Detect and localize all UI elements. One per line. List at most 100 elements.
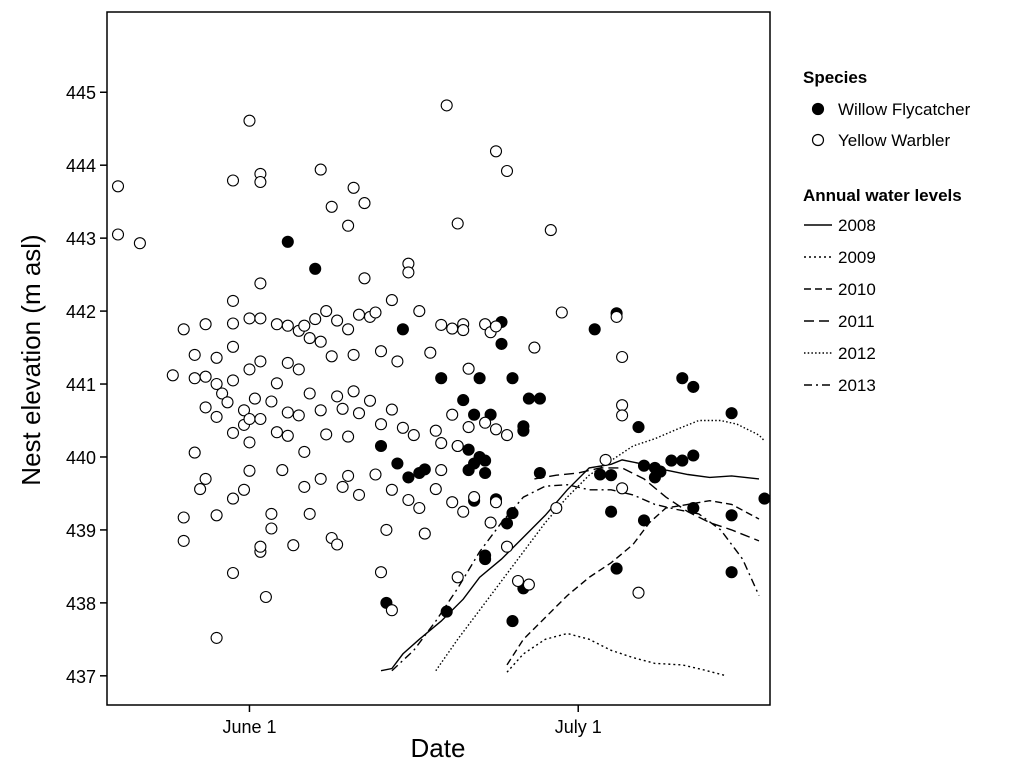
willow-flycatcher-point <box>440 605 453 618</box>
legend-yellow-warbler-label: Yellow Warbler <box>838 131 950 150</box>
yellow-warbler-point <box>199 370 212 383</box>
legend-yellow-warbler-marker <box>811 133 825 147</box>
legend-species-title: Species <box>803 68 867 87</box>
willow-flycatcher-point <box>533 466 546 480</box>
yellow-warbler-point <box>462 421 475 434</box>
willow-flycatcher-point <box>665 454 678 467</box>
yellow-warbler-point <box>457 324 470 337</box>
yellow-warbler-point <box>281 429 294 442</box>
yellow-warbler-point <box>281 356 294 369</box>
willow-flycatcher-point <box>610 562 623 575</box>
yellow-warbler-point <box>435 318 448 331</box>
yellow-warbler-point <box>550 501 563 515</box>
yellow-warbler-point <box>133 237 146 250</box>
willow-flycatcher-point <box>418 463 431 476</box>
yellow-warbler-point <box>331 390 344 403</box>
yellow-warbler-point <box>446 408 459 421</box>
y-tick-label: 445 <box>66 83 96 103</box>
yellow-warbler-point <box>226 294 240 307</box>
yellow-warbler-point <box>265 522 278 535</box>
yellow-warbler-point <box>451 217 464 230</box>
yellow-warbler-point <box>418 527 431 540</box>
yellow-warbler-point <box>270 318 283 331</box>
yellow-warbler-point <box>265 395 278 408</box>
yellow-warbler-point <box>199 472 212 485</box>
yellow-warbler-point <box>281 319 294 332</box>
willow-flycatcher-point <box>462 464 475 477</box>
yellow-warbler-point <box>210 351 223 364</box>
yellow-warbler-point <box>374 418 388 431</box>
yellow-warbler-point <box>314 404 327 417</box>
y-tick-label: 443 <box>66 229 96 249</box>
willow-flycatcher-point <box>506 372 519 385</box>
yellow-warbler-point <box>243 464 256 477</box>
yellow-warbler-point <box>457 505 470 518</box>
legend-willow-flycatcher-label: Willow Flycatcher <box>838 100 971 119</box>
legend-water-title: Annual water levels <box>803 186 962 205</box>
willow-flycatcher-point <box>676 454 689 467</box>
willow-flycatcher-point <box>281 235 294 248</box>
legend-label-2010: 2010 <box>838 280 876 299</box>
yellow-warbler-point <box>226 340 240 353</box>
yellow-warbler-point <box>396 421 409 434</box>
yellow-warbler-point <box>616 482 629 495</box>
willow-flycatcher-point <box>506 507 519 520</box>
willow-flycatcher-point <box>495 337 508 350</box>
yellow-warbler-point <box>254 540 267 553</box>
yellow-warbler-point <box>489 145 503 158</box>
yellow-warbler-point <box>462 362 475 375</box>
willow-flycatcher-point <box>479 549 492 562</box>
yellow-warbler-point <box>413 501 426 515</box>
legend-label-2013: 2013 <box>838 376 876 395</box>
willow-flycatcher-point <box>605 505 618 518</box>
x-tick-label: June 1 <box>222 717 276 737</box>
yellow-warbler-point <box>435 464 448 477</box>
yellow-warbler-point <box>424 346 437 359</box>
willow-flycatcher-point <box>479 466 492 480</box>
yellow-warbler-point <box>298 445 311 458</box>
yellow-warbler-point <box>484 516 497 529</box>
yellow-warbler-point <box>489 496 503 509</box>
water-level-line-2011 <box>534 467 760 542</box>
legend-label-2011: 2011 <box>838 312 875 331</box>
yellow-warbler-point <box>298 319 311 332</box>
yellow-warbler-point <box>446 496 459 509</box>
willow-flycatcher-point <box>473 372 486 385</box>
yellow-warbler-point <box>298 480 311 493</box>
yellow-warbler-point <box>599 453 612 466</box>
yellow-warbler-point <box>336 402 349 415</box>
legend-label-2008: 2008 <box>838 216 876 235</box>
willow-flycatcher-point <box>396 323 409 336</box>
yellow-warbler-point <box>292 409 305 422</box>
yellow-warbler-point <box>632 586 645 599</box>
y-axis-label: Nest elevation (m asl) <box>16 234 46 485</box>
yellow-warbler-point <box>188 372 201 385</box>
yellow-warbler-point <box>210 509 223 522</box>
yellow-warbler-point <box>226 426 240 439</box>
x-axis-label: Date <box>411 733 466 761</box>
yellow-warbler-point <box>325 200 338 213</box>
yellow-warbler-point <box>544 224 557 237</box>
yellow-warbler-point <box>347 181 360 194</box>
yellow-warbler-point <box>374 345 388 358</box>
yellow-warbler-point <box>331 538 344 551</box>
willow-flycatcher-point <box>588 323 601 336</box>
yellow-warbler-point <box>199 318 212 331</box>
yellow-warbler-point <box>402 493 415 507</box>
yellow-warbler-point <box>111 228 125 241</box>
yellow-warbler-point <box>254 312 267 325</box>
yellow-warbler-point <box>287 539 300 552</box>
yellow-warbler-point <box>347 348 360 361</box>
yellow-warbler-point <box>276 464 289 477</box>
yellow-warbler-point <box>489 320 503 333</box>
yellow-warbler-point <box>216 387 229 400</box>
willow-flycatcher-point <box>637 514 651 527</box>
legend: Species Willow Flycatcher Yellow Warbler… <box>803 68 971 395</box>
y-tick-label: 438 <box>66 594 96 614</box>
yellow-warbler-point <box>188 348 201 361</box>
yellow-warbler-point <box>385 403 398 416</box>
yellow-warbler-point <box>248 392 261 405</box>
yellow-warbler-point <box>380 523 393 536</box>
yellow-warbler-point <box>199 401 212 414</box>
yellow-warbler-point <box>555 306 568 319</box>
